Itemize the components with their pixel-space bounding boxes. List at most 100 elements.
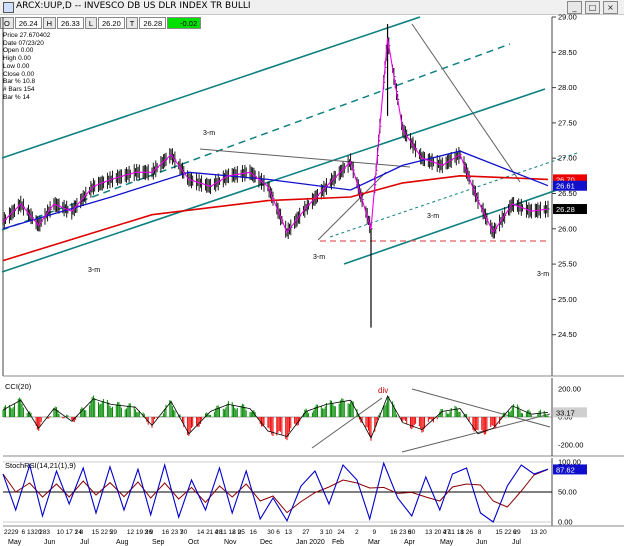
wave-annotation: 3-m: [88, 267, 100, 274]
x-tick-label: 13: [285, 529, 293, 536]
x-month-label: Jun: [44, 539, 55, 546]
y-tick-label: 28.50: [558, 48, 577, 57]
x-month-label: May: [8, 539, 22, 546]
x-month-label: Jan 2020: [296, 539, 325, 546]
price-label-box: [553, 180, 587, 191]
y-tick-label: 27.50: [558, 118, 577, 127]
channel-right-line: [343, 181, 581, 265]
x-month-label: Feb: [332, 539, 344, 546]
x-tick-label: 30 6: [267, 529, 280, 536]
y-tick-label: 25.00: [558, 295, 577, 304]
cci-y-tick-label: -200.00: [558, 441, 583, 450]
high-label: H: [42, 17, 57, 29]
x-tick-label: 15 22 29: [92, 529, 118, 536]
x-month-label: Oct: [188, 539, 199, 546]
stoch-y-tick-label: 100.00: [558, 458, 581, 467]
close-value: 26.28: [139, 17, 167, 29]
x-tick-label: 2 9: [232, 529, 241, 536]
x-tick-label: 27: [302, 529, 310, 536]
x-tick-label: 5: [109, 529, 113, 536]
x-tick-label: 7: [179, 529, 183, 536]
x-month-label: Jul: [512, 539, 521, 546]
low-label: L: [84, 17, 97, 29]
ma-mid-line: [2, 150, 549, 230]
cci-line: [2, 395, 549, 439]
price-label-box: [553, 174, 587, 185]
x-tick-label: 3 9: [144, 529, 153, 536]
x-tick-label: 2229: [4, 529, 19, 536]
x-tick-label: 2: [355, 529, 359, 536]
x-tick-label: 6: [513, 529, 517, 536]
low-value: 26.20: [98, 17, 125, 29]
stoch-main-line: [2, 461, 549, 523]
price-label: 26.61: [556, 182, 575, 191]
close-label: T: [125, 17, 139, 29]
y-tick-label: 25.50: [558, 260, 577, 269]
gray-trendline-3: [317, 171, 387, 241]
x-month-label: Aug: [116, 539, 129, 546]
info-line: Bar % 10.8: [3, 78, 36, 86]
open-value: 26.24: [14, 17, 42, 29]
wave-annotation: 3-m: [203, 130, 215, 137]
x-month-label: Mar: [368, 539, 381, 546]
y-tick-label: 27.00: [558, 154, 577, 163]
x-tick-label: 6 1320: [22, 529, 42, 536]
channel-upper-line: [1, 16, 421, 159]
stoch-current-value: 87.62: [556, 465, 575, 474]
gray-trendline-1: [199, 148, 411, 168]
info-line: Date 07/23/20: [3, 39, 44, 47]
maximize-button[interactable]: □: [585, 1, 600, 14]
info-box: Price 27.670402 Date 07/23/20 Open 0.00 …: [3, 32, 50, 101]
title-bar: ARCX:UUP,D -- INVESCO DB US DLR INDEX TR…: [0, 0, 624, 15]
x-month-label: May: [440, 539, 454, 546]
x-tick-label: 24: [337, 529, 345, 536]
price-label: 26.28: [556, 205, 575, 214]
y-tick-label: 26.00: [558, 224, 577, 233]
price-label: 26.70: [556, 175, 575, 184]
change-value: -0.02: [167, 17, 202, 29]
window-title: ARCX:UUP,D -- INVESCO DB US DLR INDEX TR…: [16, 1, 251, 11]
x-tick-label: 15 22 29: [495, 529, 521, 536]
x-month-label: Jun: [476, 539, 487, 546]
minimize-button[interactable]: _: [567, 1, 582, 14]
cci-trendline-2: [411, 388, 551, 428]
info-line: Price 27.670402: [3, 32, 51, 39]
high-value: 26.33: [57, 17, 84, 29]
cci-y-tick-label: 200.00: [558, 385, 581, 394]
price-label-box: [553, 204, 587, 215]
info-line: High 0.00: [3, 55, 31, 63]
cci-div-label: div: [378, 386, 388, 395]
wave-annotation: 3-m: [537, 271, 549, 278]
ma-short-line: [2, 38, 549, 234]
x-month-label: Sep: [152, 539, 165, 546]
gray-trendline-2: [411, 23, 521, 183]
x-tick-label: 16 23 30: [162, 529, 188, 536]
x-tick-label: 4 11 18 26: [443, 529, 474, 536]
x-tick-label: 13 20: [530, 529, 547, 536]
x-tick-label: 10 17 24: [57, 529, 83, 536]
info-line: Bar % 14: [3, 93, 30, 101]
x-month-label: Nov: [224, 539, 237, 546]
y-tick-label: 28.00: [558, 83, 577, 92]
wave-annotation: 3-m: [427, 213, 439, 220]
x-tick-label: 1 8: [74, 529, 83, 536]
ma-long-line: [2, 174, 549, 262]
x-tick-label: 12 19 26: [127, 529, 153, 536]
stoch-value-box: [553, 464, 587, 475]
x-tick-label: 283: [39, 529, 50, 536]
stoch-title: StochRSI(14,21(1),9): [5, 461, 76, 470]
quote-bar: O 26.24 H 26.33 L 26.20 T 26.28 -0.02: [0, 17, 202, 29]
close-button[interactable]: ×: [603, 1, 618, 14]
cci-value-box: [553, 407, 587, 418]
info-line: Open 0.00: [3, 47, 34, 55]
x-tick-label: 4 11 18 25: [215, 529, 246, 536]
x-tick-label: 14 21 28: [197, 529, 223, 536]
stoch-y-tick-label: 50.00: [558, 488, 577, 497]
cci-title: CCI(20): [5, 382, 32, 391]
x-tick-label: 1: [460, 529, 464, 536]
channel-lower-line: [1, 88, 546, 273]
wave-annotation: 3-m: [313, 254, 325, 261]
x-tick-label: 9: [373, 529, 377, 536]
cci-current-value: 33.17: [556, 408, 575, 417]
